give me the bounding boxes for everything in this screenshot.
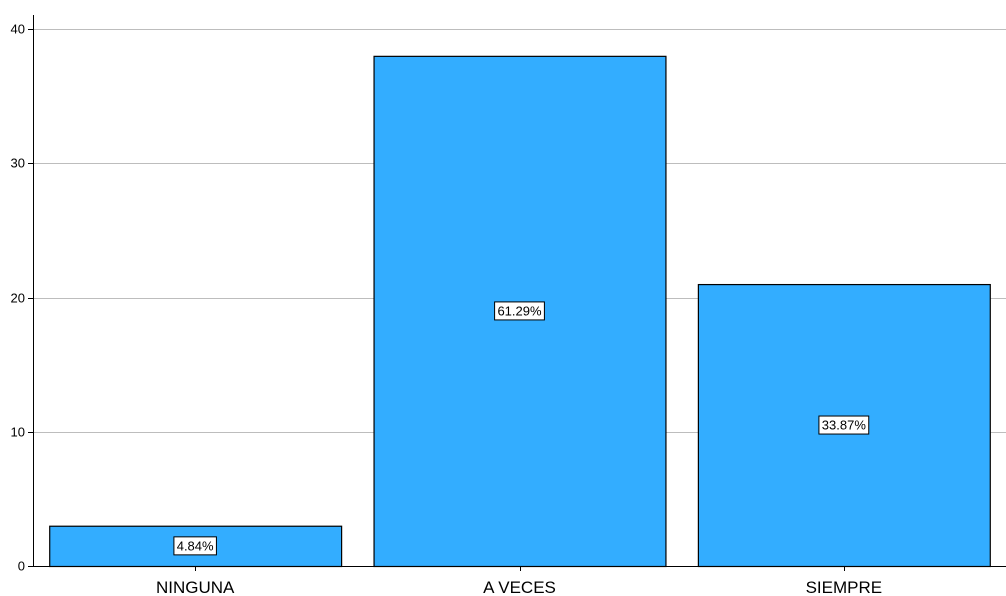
y-tick-label: 10 (11, 425, 25, 440)
data-label: 4.84% (177, 538, 214, 553)
data-label-box (818, 415, 870, 435)
y-tick-label: 20 (11, 291, 25, 306)
data-label-box (494, 301, 545, 321)
y-tick-label: 30 (11, 156, 25, 171)
data-label-group: 4.84% (173, 536, 217, 556)
data-label-box (173, 536, 217, 556)
y-tick-label: 0 (18, 559, 25, 574)
y-tick-label: 40 (11, 22, 25, 37)
x-category-label: SIEMPRE (806, 578, 883, 596)
data-label: 61.29% (497, 303, 542, 318)
data-label-group: 61.29% (494, 301, 545, 321)
x-category-label: A VECES (483, 578, 556, 596)
data-label-group: 33.87% (818, 415, 870, 435)
x-category-labels: NINGUNA A VECES SIEMPRE (156, 566, 882, 596)
y-tick-labels: 0 10 20 30 40 (11, 22, 33, 574)
data-label: 33.87% (822, 418, 867, 433)
x-category-label: NINGUNA (156, 578, 235, 596)
data-labels: 4.84% 61.29% 33.87% (173, 301, 870, 556)
